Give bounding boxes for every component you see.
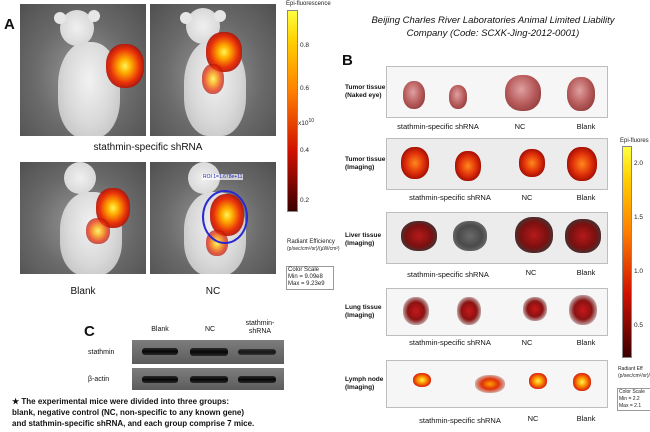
row-label-5-line2: (Imaging) <box>345 384 375 391</box>
colorbar-b-unit-detail: (p/sec/cm²/sr)/(µW/cm²) <box>618 373 650 379</box>
colorbar-b-title: Epi-fluores <box>620 138 649 144</box>
colorbar-b-tick-3: 1.0 <box>634 268 644 275</box>
colorbar-b-unit-title: Radiant Eff <box>618 366 643 372</box>
row-label-5: Lymph node (Imaging) <box>345 376 383 392</box>
row-label-4-line2: (Imaging) <box>345 312 375 319</box>
row-label-3-line2: (Imaging) <box>345 240 375 247</box>
row-label-1: Tumor tissue (Naked eye) <box>345 84 385 100</box>
row-label-2-line2: (Imaging) <box>345 164 375 171</box>
colorbar-a-title: Epi-fluorescence <box>286 1 331 7</box>
colorbar-a-unit-detail: (p/sec/cm²/sr)/(µW/cm²) <box>287 246 340 252</box>
colorbar-a-tick-1: 0.8 <box>300 42 310 49</box>
roi-ellipse <box>202 190 248 244</box>
row-label-3-line1: Liver tissue <box>345 232 382 239</box>
wb-row-stathmin-label: stathmin <box>88 349 115 356</box>
row-label-1-line2: (Naked eye) <box>345 92 382 99</box>
group-label-r4-blank: Blank <box>576 338 596 347</box>
panel-c-letter: C <box>84 323 95 340</box>
group-label-r1-nc: NC <box>514 122 526 131</box>
group-label-r5-nc: NC <box>527 414 539 423</box>
mouse-image-bottom-left <box>20 162 146 274</box>
note-line-1: ★ The experimental mice were divided int… <box>12 396 342 407</box>
colorbar-b-scale-title: Color Scale <box>619 389 645 395</box>
group-label-r2-shrna: stathmin-specific shRNA <box>409 193 491 202</box>
colorbar-a-tick-2: 0.6 <box>300 85 310 92</box>
group-label-r5-blank: Blank <box>576 414 596 423</box>
row-label-1-line1: Tumor tissue <box>345 84 386 91</box>
exponent-power: 10 <box>308 118 315 124</box>
colorbar-a-scale-title: Color Scale <box>288 267 320 273</box>
colorbar-a-tick-3: 0.4 <box>300 147 310 154</box>
label-nc-a: NC <box>205 286 221 297</box>
colorbar-b-tick-2: 1.5 <box>634 214 644 221</box>
wb-row-actin-label: β-actin <box>88 376 110 383</box>
wb-col-shrna: stathmin-shRNA <box>245 320 275 335</box>
panel-b-row-liver <box>386 212 608 264</box>
note-line-1-text: The experimental mice were divided into … <box>21 397 230 406</box>
group-label-r3-blank: Blank <box>576 268 596 277</box>
colorbar-a-unit-title: Radiant Efficiency <box>287 239 335 245</box>
group-label-r5-shrna: stathmin-specific shRNA <box>419 416 501 425</box>
mouse-image-top-right <box>150 4 276 136</box>
group-label-r3-nc: NC <box>525 268 537 277</box>
group-label-r3-shrna: stathmin-specific shRNA <box>407 270 489 279</box>
group-label-r4-shrna: stathmin-specific shRNA <box>409 338 491 347</box>
group-label-r4-nc: NC <box>521 338 533 347</box>
wb-actin-lane <box>132 368 284 390</box>
colorbar-a-exponent: x1010 <box>298 118 314 127</box>
group-label-r2-blank: Blank <box>576 193 596 202</box>
colorbar-a-tick-4: 0.2 <box>300 197 310 204</box>
label-blank-a: Blank <box>70 286 96 297</box>
colorbar-b-scale-box <box>617 388 650 411</box>
star-icon: ★ <box>12 397 20 406</box>
colorbar-a-scale-max: Max = 9.23e9 <box>288 281 325 287</box>
roi-label: ROI 1=1.678e+11 <box>202 174 244 180</box>
source-note: Beijing Charles River Laboratories Anima… <box>371 15 615 39</box>
experiment-note: ★ The experimental mice were divided int… <box>12 396 342 429</box>
colorbar-b-scale-max: Max = 2.1 <box>619 403 642 409</box>
group-label-r1-blank: Blank <box>576 122 596 131</box>
colorbar-b-tick-1: 2.0 <box>634 160 644 167</box>
colorbar-a <box>287 10 298 212</box>
group-label-r2-nc: NC <box>521 193 533 202</box>
colorbar-b <box>622 146 632 358</box>
row-label-4: Lung tissue (Imaging) <box>345 304 381 320</box>
label-stathmin-shrna-group-a: stathmin-specific shRNA <box>93 142 203 153</box>
exponent-base: x10 <box>298 120 309 128</box>
panel-a-letter: A <box>4 16 15 33</box>
panel-b-row-lung <box>386 288 608 336</box>
panel-b-row-tumor-naked-eye <box>386 66 608 118</box>
panel-b-row-tumor-imaging <box>386 138 608 190</box>
colorbar-a-scale-min: Min = 9.09e8 <box>288 274 323 280</box>
colorbar-a-scale-box <box>286 266 334 290</box>
group-label-r1-shrna: stathmin-specific shRNA <box>397 122 479 131</box>
panel-b-row-lymph <box>386 360 608 408</box>
row-label-5-line1: Lymph node <box>345 376 384 383</box>
mouse-image-bottom-right: ROI 1=1.678e+11 <box>150 162 276 274</box>
mouse-image-top-left <box>20 4 146 136</box>
wb-col-nc: NC <box>204 326 216 333</box>
row-label-4-line1: Lung tissue <box>345 304 382 311</box>
wb-col-blank: Blank <box>151 326 169 333</box>
panel-b-letter: B <box>342 52 353 69</box>
colorbar-b-tick-4: 0.5 <box>634 322 644 329</box>
row-label-2: Tumor tissue (Imaging) <box>345 156 385 172</box>
note-line-2: blank, negative control (NC, non-specifi… <box>12 408 245 417</box>
colorbar-b-scale-min: Min = 2.2 <box>619 396 640 402</box>
row-label-2-line1: Tumor tissue <box>345 156 386 163</box>
note-line-3: and stathmin-specific shRNA, and each gr… <box>12 419 255 428</box>
row-label-3: Liver tissue (Imaging) <box>345 232 381 248</box>
wb-stathmin-lane <box>132 340 284 364</box>
